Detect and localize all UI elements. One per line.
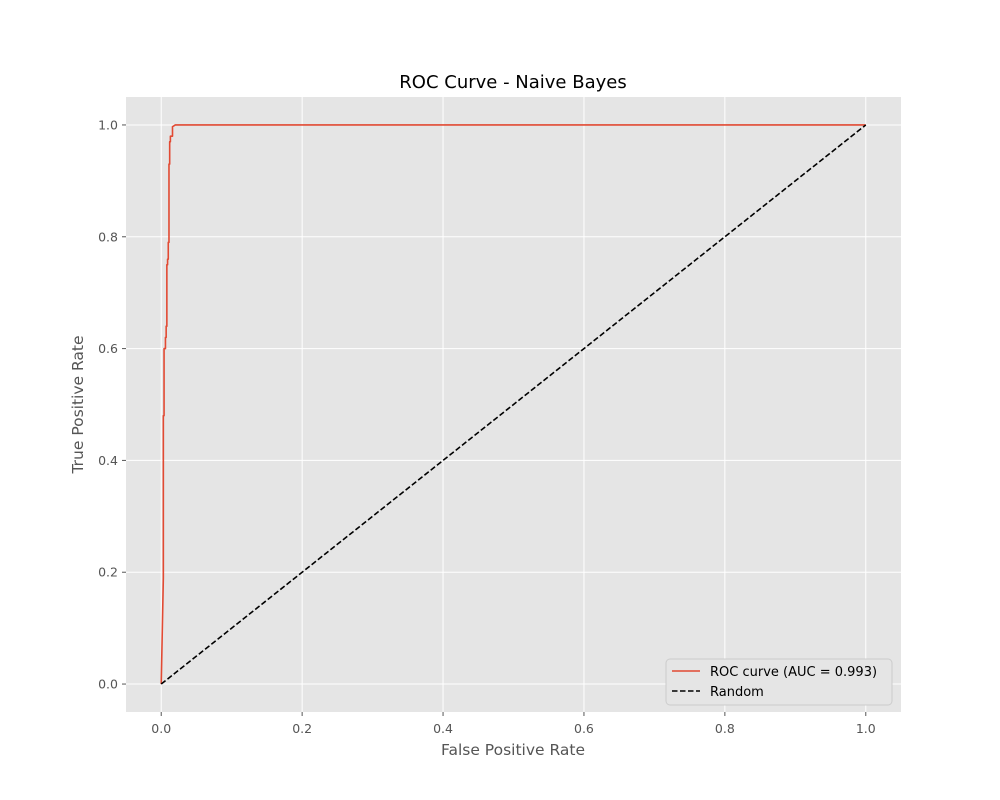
roc-curve-line	[160, 124, 866, 685]
series-layer	[160, 124, 867, 685]
x-axis-ticks: 0.0 0.2 0.4 0.6 0.8 1.0	[151, 712, 876, 736]
x-tick-label: 0.2	[292, 721, 312, 736]
x-tick-label: 0.4	[433, 721, 453, 736]
y-axis-label: True Positive Rate	[69, 335, 87, 474]
x-tick-label: 1.0	[856, 721, 876, 736]
y-tick-label: 1.0	[98, 117, 118, 132]
legend-label-roc: ROC curve (AUC = 0.993)	[710, 665, 877, 680]
chart-title: ROC Curve - Naive Bayes	[399, 72, 626, 93]
y-tick-label: 0.4	[98, 453, 118, 468]
y-tick-label: 0.2	[98, 565, 118, 580]
legend-label-random: Random	[710, 685, 764, 700]
y-tick-label: 0.8	[98, 229, 118, 244]
y-axis-ticks: 0.0 0.2 0.4 0.6 0.8 1.0	[98, 117, 126, 692]
x-tick-label: 0.8	[715, 721, 735, 736]
x-gridlines	[160, 97, 867, 712]
x-axis-label: False Positive Rate	[441, 741, 585, 759]
legend: ROC curve (AUC = 0.993) Random	[665, 658, 893, 706]
x-tick-label: 0.6	[574, 721, 594, 736]
legend-box	[665, 658, 893, 706]
y-tick-label: 0.6	[98, 341, 118, 356]
y-tick-label: 0.0	[98, 677, 118, 692]
random-baseline-line	[160, 124, 867, 685]
x-tick-label: 0.0	[151, 721, 171, 736]
